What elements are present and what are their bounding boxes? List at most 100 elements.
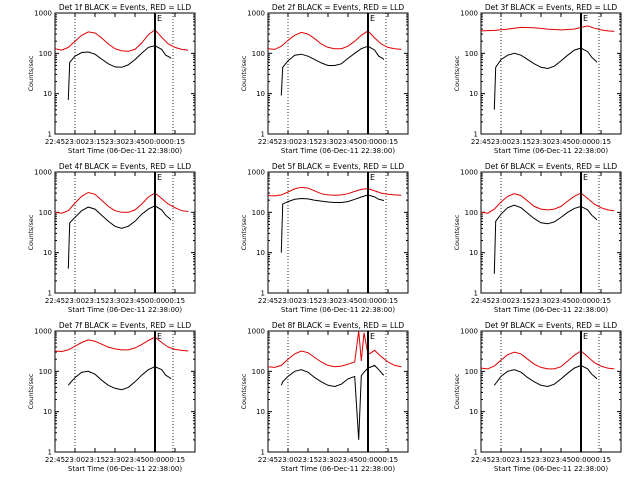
panel-title: Det 4f BLACK = Events, RED = LLD xyxy=(59,162,192,171)
x-tick-label: 23:45 xyxy=(125,297,145,305)
x-tick-label: 23:45 xyxy=(338,297,358,305)
chart-panel: Det 7f BLACK = Events, RED = LLD 1 10 100 10… xyxy=(27,321,196,473)
y-axis-label: Counts/sec xyxy=(27,373,35,409)
x-tick-label: 22:45 xyxy=(471,456,491,464)
y-tick-label: 1 xyxy=(261,290,265,298)
x-tick-label: 22:45 xyxy=(45,138,65,146)
x-tick-label: 23:00 xyxy=(278,297,298,305)
y-tick-label: 1 xyxy=(48,449,52,457)
x-tick-label: 22:45 xyxy=(258,456,278,464)
lld-series-line xyxy=(481,350,615,370)
x-tick-label: 23:45 xyxy=(338,138,358,146)
y-tick-label: 1 xyxy=(474,449,478,457)
lld-series-line xyxy=(481,192,615,214)
x-axis-label: Start Time (06-Dec-11 22:38:00) xyxy=(494,306,608,314)
x-tick-label: 23:00 xyxy=(65,456,85,464)
panel-title: Det 7f BLACK = Events, RED = LLD xyxy=(59,321,192,330)
x-tick-label: 23:00 xyxy=(278,138,298,146)
y-tick-label: 10 xyxy=(256,408,265,416)
plot-frame xyxy=(54,330,196,453)
x-axis-label: Start Time (06-Dec-11 22:38:00) xyxy=(281,465,395,473)
y-tick-label: 100 xyxy=(39,209,52,217)
y-axis-label: Counts/sec xyxy=(27,55,35,91)
x-tick-label: 00:00 xyxy=(358,297,378,305)
event-marker-label: E xyxy=(583,173,588,182)
lld-series-line xyxy=(268,186,402,197)
panel-title: Det 1f BLACK = Events, RED = LLD xyxy=(59,3,192,12)
plot-frame xyxy=(480,171,622,294)
x-tick-label: 23:15 xyxy=(85,456,105,464)
event-marker-label: E xyxy=(583,14,588,23)
y-tick-label: 10 xyxy=(43,249,52,257)
chart-panel: Det 2f BLACK = Events, RED = LLD 1 10 100 10… xyxy=(240,3,409,155)
event-marker-label: E xyxy=(583,332,588,341)
x-tick-label: 23:15 xyxy=(85,138,105,146)
event-marker-label: E xyxy=(157,332,162,341)
y-tick-label: 10 xyxy=(469,408,478,416)
x-tick-label: 23:15 xyxy=(298,138,318,146)
x-tick-label: 00:15 xyxy=(165,297,185,305)
x-axis-label: Start Time (06-Dec-11 22:38:00) xyxy=(494,147,608,155)
events-series-line xyxy=(67,205,172,269)
x-tick-label: 23:00 xyxy=(278,456,298,464)
plot-frame xyxy=(267,171,409,294)
y-axis-label: Counts/sec xyxy=(240,55,248,91)
x-tick-label: 00:00 xyxy=(358,138,378,146)
x-tick-label: 23:45 xyxy=(125,138,145,146)
panel-title: Det 5f BLACK = Events, RED = LLD xyxy=(272,162,405,171)
x-tick-label: 23:15 xyxy=(511,138,531,146)
x-tick-label: 23:30 xyxy=(531,297,551,305)
x-axis-label: Start Time (06-Dec-11 22:38:00) xyxy=(281,306,395,314)
y-tick-label: 1 xyxy=(474,131,478,139)
x-tick-label: 23:45 xyxy=(551,138,571,146)
y-axis-label: Counts/sec xyxy=(27,214,35,250)
event-marker-label: E xyxy=(370,173,375,182)
x-tick-label: 00:15 xyxy=(378,456,398,464)
events-series-line xyxy=(493,47,598,110)
x-tick-label: 00:00 xyxy=(145,456,165,464)
x-tick-label: 23:30 xyxy=(318,138,338,146)
y-tick-label: 1000 xyxy=(34,10,52,18)
x-tick-label: 00:00 xyxy=(571,138,591,146)
y-tick-label: 10 xyxy=(43,90,52,98)
y-tick-label: 1000 xyxy=(460,10,478,18)
x-tick-label: 23:00 xyxy=(491,297,511,305)
x-tick-label: 23:00 xyxy=(491,138,511,146)
plot-frame xyxy=(480,330,622,453)
y-tick-label: 1000 xyxy=(247,10,265,18)
panel-title: Det 6f BLACK = Events, RED = LLD xyxy=(485,162,618,171)
lld-series-line xyxy=(481,25,615,32)
y-tick-label: 1000 xyxy=(34,328,52,336)
x-tick-label: 00:00 xyxy=(571,456,591,464)
plot-frame xyxy=(54,12,196,135)
y-tick-label: 100 xyxy=(465,368,478,376)
x-tick-label: 00:15 xyxy=(591,456,611,464)
x-tick-label: 00:00 xyxy=(358,456,378,464)
y-tick-label: 100 xyxy=(252,50,265,58)
x-tick-label: 23:30 xyxy=(105,138,125,146)
event-marker-label: E xyxy=(370,332,375,341)
panel-title: Det 2f BLACK = Events, RED = LLD xyxy=(272,3,405,12)
x-tick-label: 00:00 xyxy=(571,297,591,305)
event-marker-label: E xyxy=(157,173,162,182)
x-tick-label: 00:00 xyxy=(145,297,165,305)
plot-frame xyxy=(54,171,196,294)
panel-title: Det 3f BLACK = Events, RED = LLD xyxy=(485,3,618,12)
panel-title: Det 9f BLACK = Events, RED = LLD xyxy=(485,321,618,330)
lld-series-line xyxy=(55,29,189,52)
x-tick-label: 23:15 xyxy=(298,297,318,305)
x-axis-label: Start Time (06-Dec-11 22:38:00) xyxy=(281,147,395,155)
panel-title: Det 8f BLACK = Events, RED = LLD xyxy=(272,321,405,330)
y-tick-label: 1000 xyxy=(460,169,478,177)
chart-panel: Det 1f BLACK = Events, RED = LLD 1 10 100 10… xyxy=(27,3,196,155)
events-series-line xyxy=(67,366,172,391)
y-tick-label: 1 xyxy=(48,290,52,298)
y-axis-label: Counts/sec xyxy=(453,373,461,409)
y-tick-label: 10 xyxy=(256,249,265,257)
y-tick-label: 1000 xyxy=(460,328,478,336)
x-axis-label: Start Time (06-Dec-11 22:38:00) xyxy=(494,465,608,473)
lld-series-line xyxy=(55,336,189,353)
x-tick-label: 22:45 xyxy=(258,138,278,146)
events-series-line xyxy=(280,364,385,440)
